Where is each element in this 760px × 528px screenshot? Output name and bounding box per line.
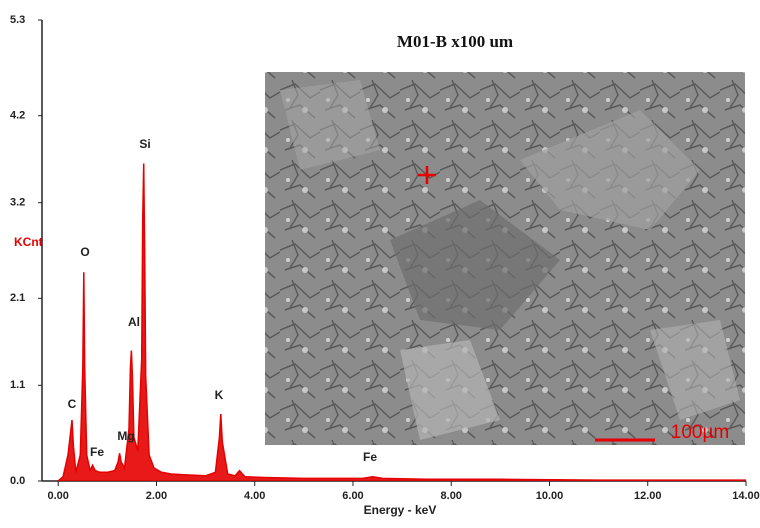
- y-tick-label: 4.2: [10, 110, 25, 122]
- peak-label: Al: [128, 315, 140, 329]
- x-axis-label: Energy - keV: [364, 503, 437, 517]
- x-tick-label: 2.00: [146, 490, 167, 502]
- scale-bar-label: 100µm: [671, 422, 729, 443]
- peak-label: Si: [139, 137, 150, 151]
- peak-label: K: [215, 388, 224, 402]
- page: {"chart_data": {"type": "line", "title":…: [0, 0, 760, 528]
- y-tick-label: 3.2: [10, 197, 25, 209]
- x-tick-label: 14.00: [732, 490, 760, 502]
- y-tick-label: 5.3: [10, 14, 25, 26]
- x-tick-label: 6.00: [342, 490, 363, 502]
- peak-label: Mg: [117, 429, 134, 443]
- y-tick-label: 0.0: [10, 475, 25, 487]
- y-axis-label: KCnt: [14, 235, 43, 249]
- peak-label: O: [80, 245, 89, 259]
- chart-title: M01-B x100 um: [397, 32, 513, 51]
- peak-label: C: [68, 397, 77, 411]
- x-tick-label: 0.00: [48, 490, 69, 502]
- x-tick-label: 12.00: [634, 490, 662, 502]
- y-tick-label: 2.1: [10, 292, 25, 304]
- peak-label: Fe: [90, 445, 104, 459]
- peak-label: Fe: [363, 450, 377, 464]
- sem-image: 100µm: [265, 72, 745, 445]
- y-tick-label: 1.1: [10, 379, 25, 391]
- x-tick-label: 8.00: [441, 490, 462, 502]
- x-tick-label: 10.00: [536, 490, 564, 502]
- x-tick-label: 4.00: [244, 490, 265, 502]
- chart: 100µm M01-B x100 um Energy - keV KCnt 0.…: [0, 0, 760, 523]
